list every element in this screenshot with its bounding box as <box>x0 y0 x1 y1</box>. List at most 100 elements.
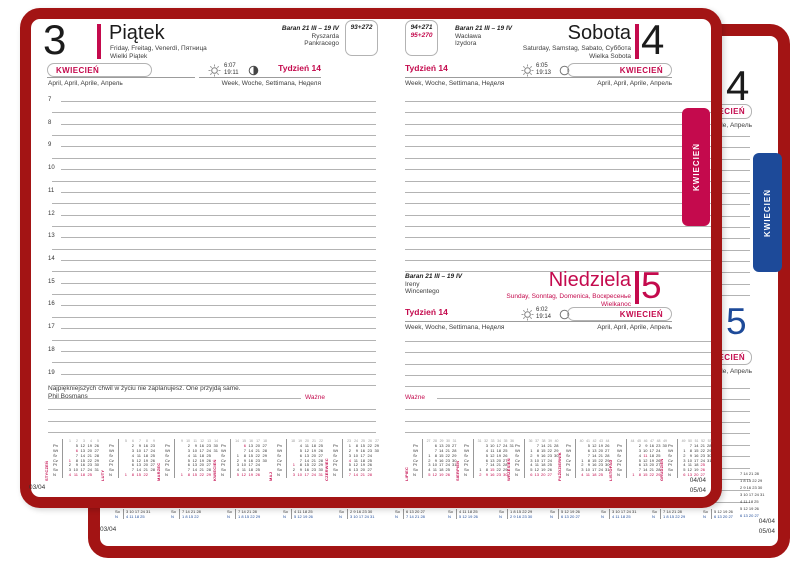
mini-calendar-cell: 20 <box>598 447 603 453</box>
mini-calendar-fragment: So 5 12 19 26 N 6 13 20 27 <box>550 509 604 519</box>
mini-calendar-cell: Pn <box>668 443 678 449</box>
mini-calendar-cell: 2 <box>683 452 686 458</box>
mini-calendar-cell: 11 <box>192 452 197 458</box>
mini-calendar-cell: 22 <box>319 439 323 443</box>
mini-calendar-cell: 13 <box>353 467 358 473</box>
back-month-label: KWIECIEŃ <box>701 107 745 116</box>
month-tab-blue[interactable]: KWIECIEŃ <box>753 153 782 272</box>
mini-calendar-cell: 12 <box>353 462 358 468</box>
mini-calendar-cell: 1 <box>292 462 295 468</box>
mini-calendar-fragment-row: So 5 12 19 26 <box>550 509 580 514</box>
mini-calendar-cell: 1 <box>683 447 686 453</box>
mini-calendar-cell: 25 <box>547 462 552 468</box>
ruled-line <box>405 271 711 273</box>
mini-calendar-cell: 20 <box>87 447 92 453</box>
sun-icon <box>521 308 534 321</box>
mini-calendar-cell: 3 <box>485 442 488 448</box>
mini-calendar-cell: 30 <box>213 442 218 448</box>
mini-calendar-cell: Pn <box>109 443 119 449</box>
mini-calendar-cell: 27 <box>318 452 323 458</box>
mini-calendar-cell: 31 <box>477 439 482 443</box>
mini-calendar-cell: 27 <box>150 462 155 468</box>
mini-calendar-cell: 1 <box>479 467 482 473</box>
mini-calendar-cell: 19 <box>87 442 92 448</box>
diary-page-front: 3 Piątek Friday, Freitag, Venerdì, Пятни… <box>20 8 722 508</box>
mini-calendar-cell: 9 <box>153 439 155 443</box>
mini-calendar-cell: 13 <box>687 472 692 478</box>
mini-calendar-cell: 18 <box>263 439 267 443</box>
mini-calendar-fragment-row: 2 9 16 23 30 <box>740 485 763 490</box>
mini-calendar-cell: 7 <box>187 467 190 473</box>
mini-calendar-cell: 22 <box>255 452 260 458</box>
mini-calendar-cell: 24 <box>503 442 508 448</box>
mini-calendar-cell: 27 <box>452 442 457 448</box>
mini-calendar-month-label: KWIECIEŃ <box>212 459 217 481</box>
week-underline-right <box>405 77 531 78</box>
mini-calendar-cell: 12 <box>592 442 597 448</box>
mini-calendar-month-label: SIERPIEŃ <box>455 460 460 481</box>
ruled-line <box>405 101 711 102</box>
mini-calendar-cell: 23 <box>255 457 260 463</box>
ruled-line <box>52 135 376 137</box>
mini-calendar-fragment: So 7 14 21 28 N 1 8 15 22 29 <box>227 509 281 519</box>
mini-calendar-cell: 25 <box>598 472 603 478</box>
mini-calendar-cell: N <box>221 472 231 479</box>
mini-calendar-cell: Cz <box>277 458 287 464</box>
mini-calendar-cell: Pn <box>221 443 231 449</box>
mini-calendar-cell: Wt <box>566 448 576 454</box>
mini-calendar-cell: 11 <box>193 439 197 443</box>
mini-calendar-cell: 39 <box>548 439 552 443</box>
mini-calendar-cell: 8 <box>187 472 190 478</box>
mini-calendar-cell: 30 <box>318 467 323 473</box>
mini-calendar-cell: 15 <box>80 457 85 463</box>
mini-calendar-cell: 13 <box>534 472 539 478</box>
mini-calendar-cell: 9 <box>181 439 183 443</box>
mini-calendar-cell: 16 <box>694 452 699 458</box>
mini-calendar-cell: 21 <box>199 467 204 473</box>
ruled-line <box>405 260 711 262</box>
mini-calendar-cell <box>277 439 287 444</box>
mini-calendar-cell: 26 <box>367 462 372 468</box>
month-tab-red[interactable]: KWIECIEŃ <box>682 108 710 226</box>
mini-calendar-cell: 26 <box>368 439 372 443</box>
mini-calendar-cell: 25 <box>503 447 508 453</box>
mini-calendar-cell: N <box>109 472 119 479</box>
mini-calendar-cell: 8 <box>587 457 590 463</box>
mini-calendar-cell: 27 <box>656 462 661 468</box>
mini-calendar-cell: 3 <box>131 447 134 453</box>
hour-label: 16 <box>48 301 55 308</box>
mini-calendar-cell: 9 <box>355 447 358 453</box>
ruled-line <box>61 237 376 239</box>
mini-calendar-cell: Śr <box>109 453 119 459</box>
mini-calendar-cell: 3 <box>187 447 190 453</box>
mini-calendar-cell: 28 <box>452 447 457 453</box>
mini-calendar-cell: 14 <box>490 462 495 468</box>
mini-calendar-cell: 20 <box>199 462 204 468</box>
mini-calendar-cell: Wt <box>221 448 231 454</box>
mini-calendar-cell: 10 <box>490 442 495 448</box>
mini-calendar-cell <box>221 439 231 444</box>
mini-calendar-cell: 5 <box>428 472 431 478</box>
mini-calendar-cell: 26 <box>547 467 552 473</box>
mini-calendar-cell: N <box>617 472 627 479</box>
mini-calendar-cell: Cz <box>464 458 474 464</box>
mini-calendar-cell: 7 <box>536 442 539 448</box>
day-number-saturday: 4 <box>641 16 665 63</box>
mini-calendar-cell: 18 <box>199 452 204 458</box>
mini-calendar-cell: 19 <box>360 462 365 468</box>
mini-calendar-cell: 16 <box>439 457 444 463</box>
mini-calendar-fragment: So 7 14 21 28 N 1 8 15 22 29 <box>652 509 706 519</box>
mini-calendar-cell: 45 <box>637 439 641 443</box>
mini-calendar-fragment-row: So 5 12 19 26 <box>703 509 733 514</box>
mini-calendar-cell <box>617 439 627 444</box>
mini-calendar-cell: 29 <box>318 462 323 468</box>
mini-calendar-cell <box>372 473 379 478</box>
notes-lines-left <box>48 409 376 445</box>
back-day-number-saturday: 4 <box>726 62 750 109</box>
mini-calendar-cell: 14 <box>643 467 648 473</box>
mini-calendar-cell: N <box>277 472 287 479</box>
mini-calendar-cell: 21 <box>445 447 450 453</box>
mini-calendar-cell: 2 <box>581 462 584 468</box>
mini-calendar-cell: 19 <box>694 467 699 473</box>
mini-calendar-cell: 17 <box>80 467 85 473</box>
